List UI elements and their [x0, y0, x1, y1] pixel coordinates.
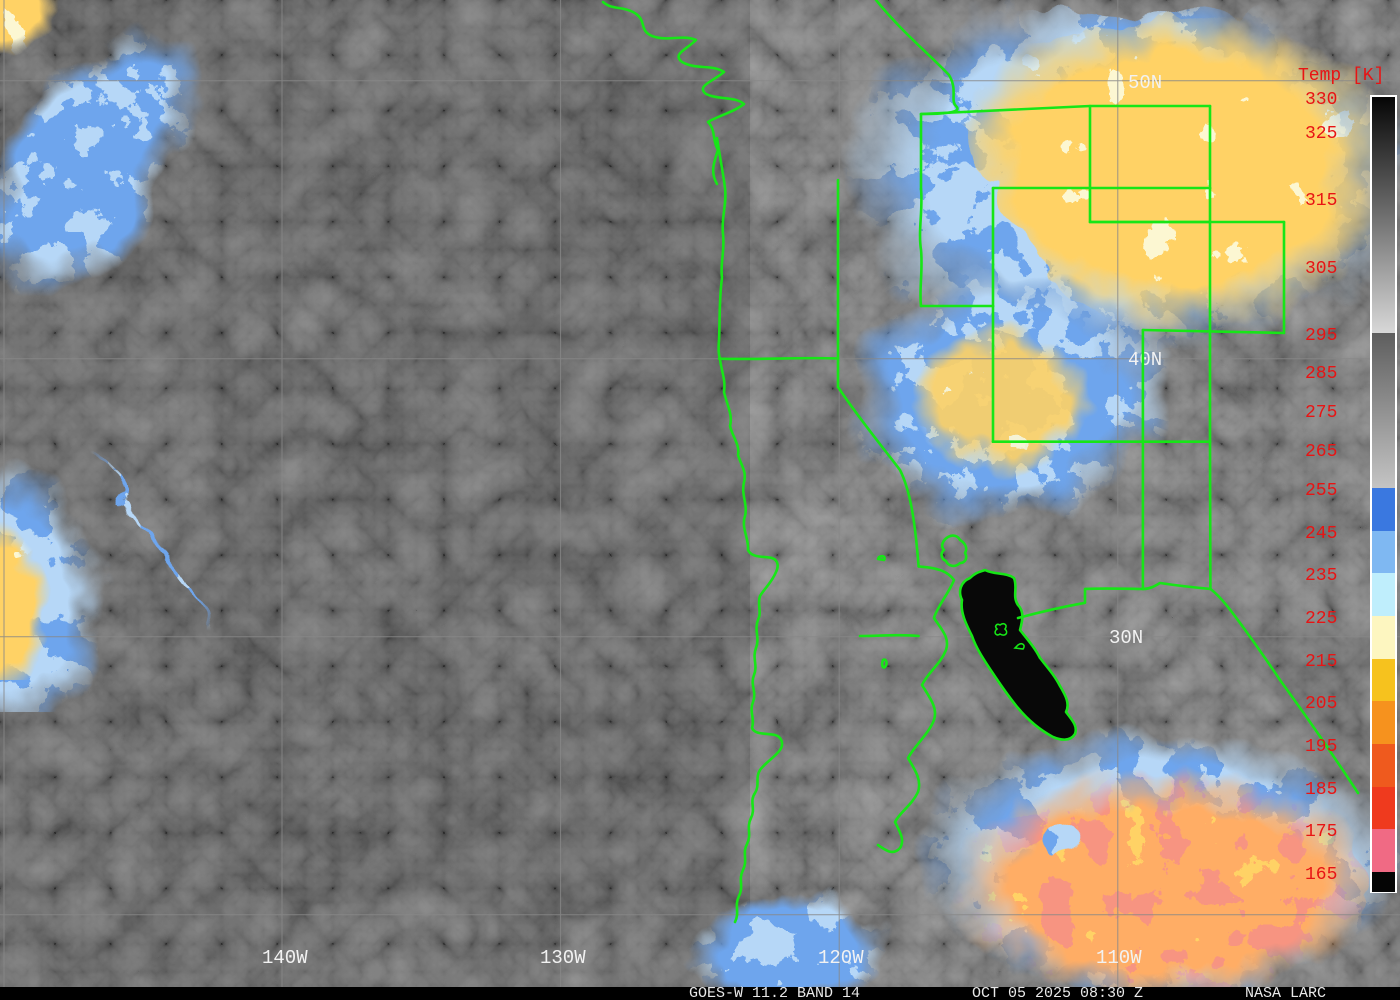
svg-text:GOES-W 11.2 BAND 14: GOES-W 11.2 BAND 14: [689, 985, 860, 1000]
svg-text:295: 295: [1305, 326, 1337, 346]
svg-text:120W: 120W: [818, 947, 864, 969]
svg-text:130W: 130W: [540, 947, 586, 969]
svg-text:195: 195: [1305, 737, 1337, 757]
svg-text:325: 325: [1305, 124, 1337, 144]
svg-text:110W: 110W: [1096, 947, 1142, 969]
svg-text:Temp [K]: Temp [K]: [1298, 66, 1384, 86]
svg-text:40N: 40N: [1128, 349, 1162, 371]
svg-text:50N: 50N: [1128, 72, 1162, 94]
svg-text:140W: 140W: [262, 947, 308, 969]
svg-text:315: 315: [1305, 191, 1337, 211]
svg-text:330: 330: [1305, 90, 1337, 110]
svg-text:305: 305: [1305, 259, 1337, 279]
svg-text:225: 225: [1305, 609, 1337, 629]
svg-text:165: 165: [1305, 865, 1337, 885]
svg-text:245: 245: [1305, 524, 1337, 544]
svg-text:NASA LARC: NASA LARC: [1245, 985, 1326, 1000]
svg-text:265: 265: [1305, 442, 1337, 462]
svg-text:275: 275: [1305, 403, 1337, 423]
svg-text:OCT 05 2025 08:30 Z: OCT 05 2025 08:30 Z: [972, 985, 1143, 1000]
svg-text:175: 175: [1305, 822, 1337, 842]
svg-text:235: 235: [1305, 566, 1337, 586]
svg-text:30N: 30N: [1109, 627, 1143, 649]
svg-text:205: 205: [1305, 694, 1337, 714]
svg-text:185: 185: [1305, 780, 1337, 800]
svg-text:285: 285: [1305, 364, 1337, 384]
svg-text:215: 215: [1305, 652, 1337, 672]
svg-text:255: 255: [1305, 481, 1337, 501]
